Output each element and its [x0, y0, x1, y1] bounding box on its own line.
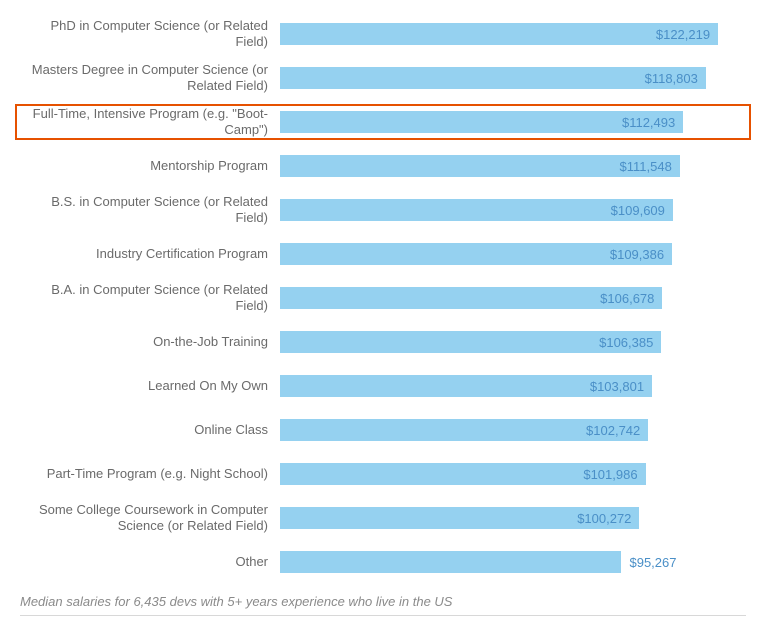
chart-row: Other$95,267 [20, 548, 746, 576]
bar-track: $102,742 [280, 419, 746, 441]
bar-track: $118,803 [280, 67, 746, 89]
chart-row: Some College Coursework in Computer Scie… [20, 504, 746, 532]
bar-value-label: $109,609 [611, 203, 665, 218]
bar-track: $106,678 [280, 287, 746, 309]
bar: $103,801 [280, 375, 652, 397]
row-label: PhD in Computer Science (or Related Fiel… [20, 18, 280, 51]
bar-track: $109,609 [280, 199, 746, 221]
bar-value-label: $122,219 [656, 27, 710, 42]
bar: $122,219 [280, 23, 718, 45]
row-label: Full-Time, Intensive Program (e.g. "Boot… [20, 106, 280, 139]
bar-track: $109,386 [280, 243, 746, 265]
chart-row: Part-Time Program (e.g. Night School) $10… [20, 460, 746, 488]
chart-row: Mentorship Program $111,548 [20, 152, 746, 180]
chart-row: Full-Time, Intensive Program (e.g. "Boot… [20, 108, 746, 136]
footer-divider [20, 615, 746, 616]
row-label: B.S. in Computer Science (or Related Fie… [20, 194, 280, 227]
chart-row: Industry Certification Program $109,386 [20, 240, 746, 268]
bar-track: $106,385 [280, 331, 746, 353]
row-label: Online Class [20, 422, 280, 438]
bar-track: $95,267 [280, 551, 746, 573]
chart-row: Masters Degree in Computer Science (or R… [20, 64, 746, 92]
bar: $100,272 [280, 507, 639, 529]
bar-value-label: $112,493 [622, 115, 675, 130]
row-label: Industry Certification Program [20, 246, 280, 262]
row-label: Mentorship Program [20, 158, 280, 174]
bar-value-label: $100,272 [577, 511, 631, 526]
bar: $118,803 [280, 67, 706, 89]
bar: $109,386 [280, 243, 672, 265]
bar-track: $122,219 [280, 23, 746, 45]
bar: $95,267 [280, 551, 621, 573]
bar-value-label: $101,986 [583, 467, 637, 482]
row-label: Other [20, 554, 280, 570]
bar: $102,742 [280, 419, 648, 441]
chart-row: B.S. in Computer Science (or Related Fie… [20, 196, 746, 224]
bar: $101,986 [280, 463, 646, 485]
bar-value-label: $103,801 [590, 379, 644, 394]
bar: $106,678 [280, 287, 662, 309]
bar-value-label: $102,742 [586, 423, 640, 438]
chart-row: On-the-Job Training $106,385 [20, 328, 746, 356]
bar-value-label: $106,385 [599, 335, 653, 350]
row-label: Masters Degree in Computer Science (or R… [20, 62, 280, 95]
bar-value-label: $106,678 [600, 291, 654, 306]
bar: $109,609 [280, 199, 673, 221]
bar-value-label: $95,267 [621, 555, 676, 570]
chart-caption: Median salaries for 6,435 devs with 5+ y… [20, 594, 746, 609]
row-label: Some College Coursework in Computer Scie… [20, 502, 280, 535]
chart-row: PhD in Computer Science (or Related Fiel… [20, 20, 746, 48]
chart-row: B.A. in Computer Science (or Related Fie… [20, 284, 746, 312]
bar-track: $111,548 [280, 155, 746, 177]
row-label: B.A. in Computer Science (or Related Fie… [20, 282, 280, 315]
bar: $106,385 [280, 331, 661, 353]
row-label: On-the-Job Training [20, 334, 280, 350]
bar-value-label: $118,803 [645, 71, 698, 86]
salary-bar-chart: PhD in Computer Science (or Related Fiel… [20, 20, 746, 576]
bar-track: $103,801 [280, 375, 746, 397]
bar-track: $101,986 [280, 463, 746, 485]
bar: $111,548 [280, 155, 680, 177]
bar-value-label: $111,548 [620, 159, 672, 174]
bar: $112,493 [280, 111, 683, 133]
row-label: Part-Time Program (e.g. Night School) [20, 466, 280, 482]
bar-value-label: $109,386 [610, 247, 664, 262]
row-label: Learned On My Own [20, 378, 280, 394]
chart-row: Online Class $102,742 [20, 416, 746, 444]
chart-row: Learned On My Own $103,801 [20, 372, 746, 400]
bar-track: $100,272 [280, 507, 746, 529]
bar-track: $112,493 [280, 111, 746, 133]
